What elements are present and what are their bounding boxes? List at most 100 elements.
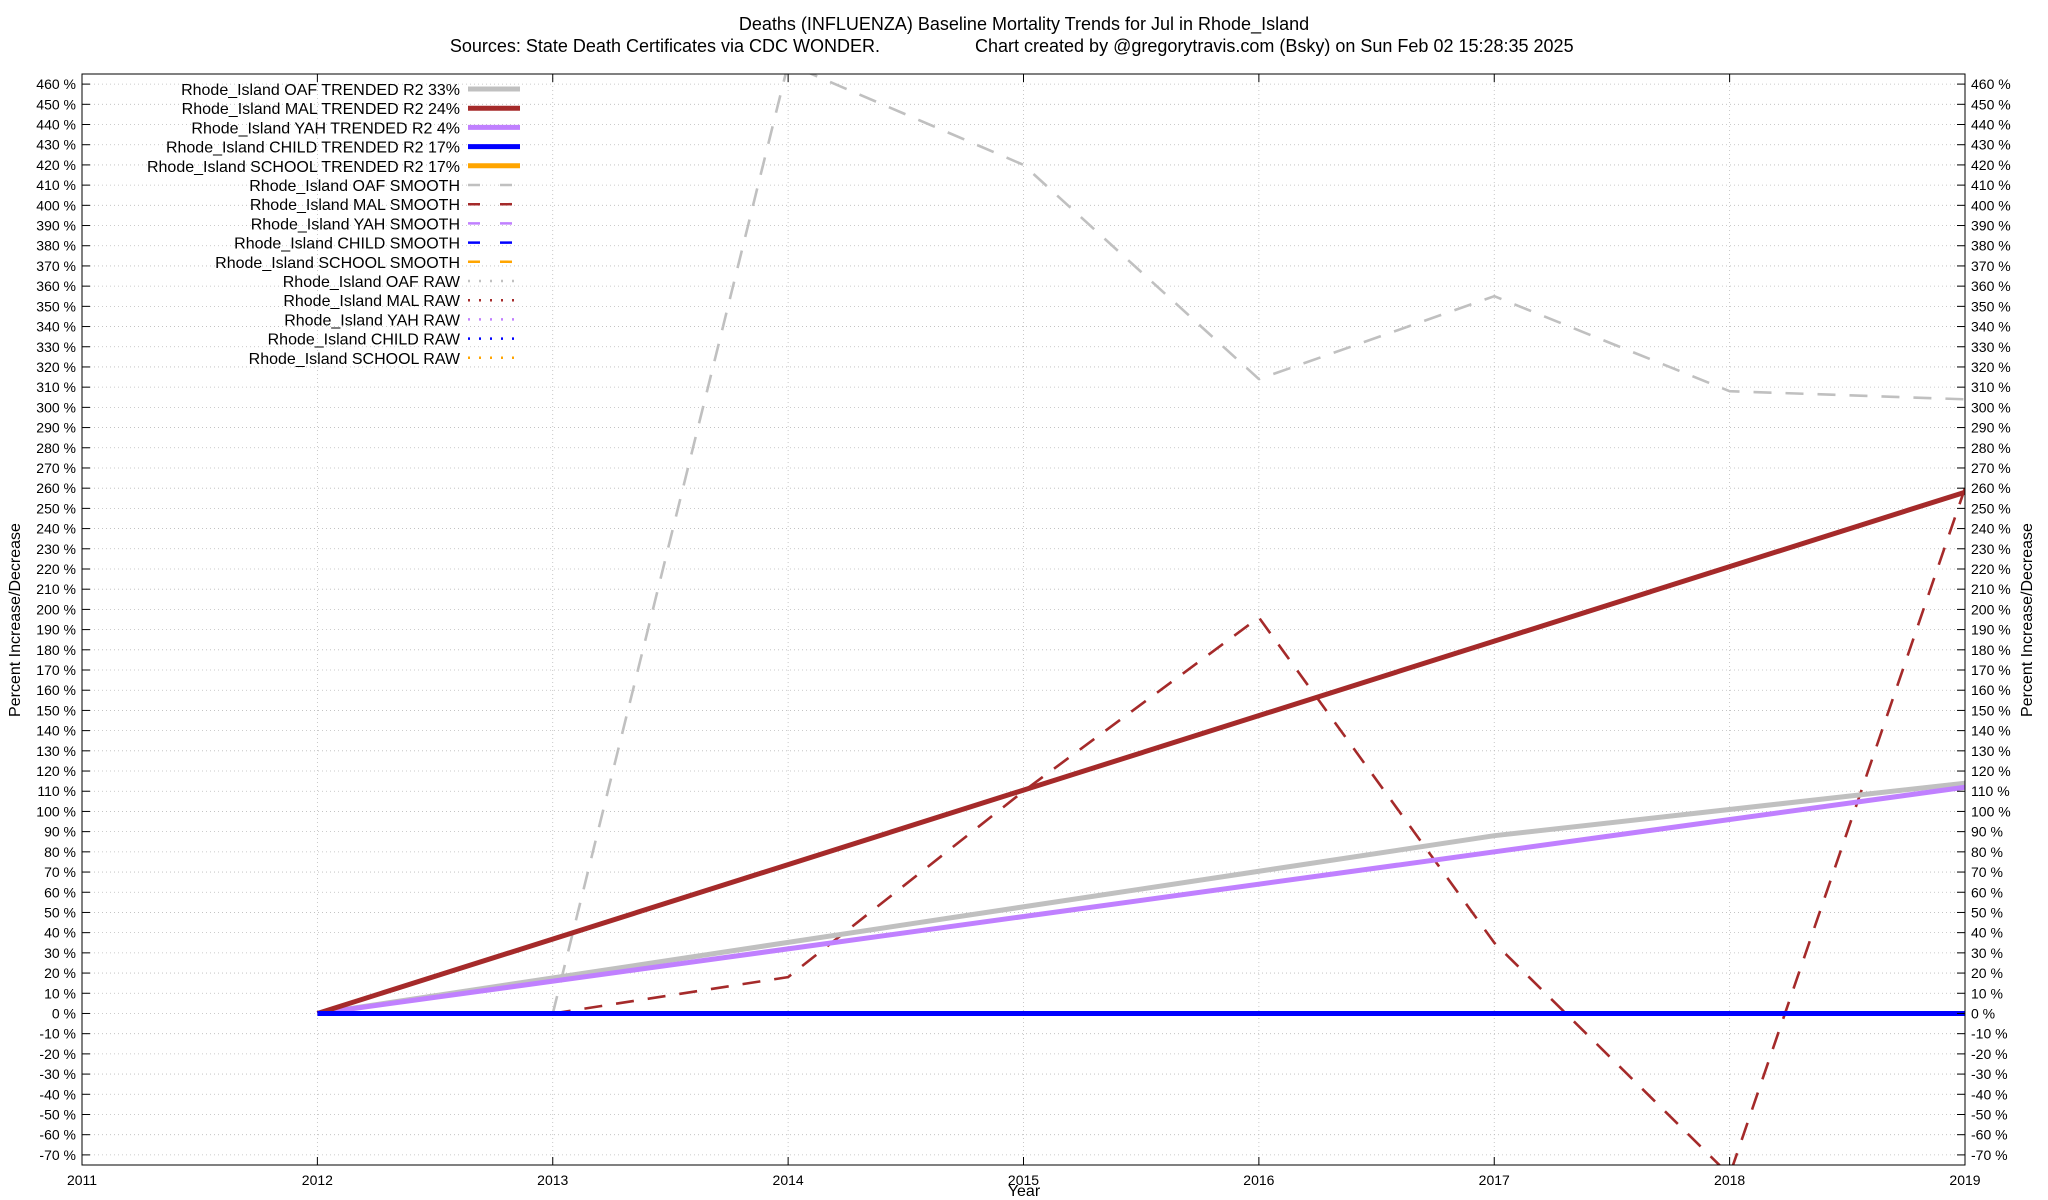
legend: Rhode_Island OAF TRENDED R2 33% Rhode_Isl… bbox=[147, 82, 520, 368]
y-tick-label-right: 110 % bbox=[1971, 783, 2010, 799]
legend-label: Rhode_Island YAH RAW bbox=[284, 312, 461, 329]
y-tick-label-left: 340 % bbox=[36, 319, 76, 335]
y-tick-label-left: 380 % bbox=[36, 238, 76, 254]
series-line bbox=[552, 487, 1965, 1165]
y-tick-label-left: -70 % bbox=[39, 1147, 76, 1163]
y-tick-label-left: 110 % bbox=[37, 783, 76, 799]
y-tick-label-right: 360 % bbox=[1971, 278, 2011, 294]
y-tick-label-left: 400 % bbox=[36, 197, 76, 213]
y-tick-label-right: -50 % bbox=[1971, 1106, 2008, 1122]
y-tick-label-right: 210 % bbox=[1971, 581, 2011, 597]
legend-label: Rhode_Island SCHOOL TRENDED R2 17% bbox=[147, 159, 460, 176]
legend-label: Rhode_Island CHILD TRENDED R2 17% bbox=[166, 140, 460, 157]
y-tick-label-right: 30 % bbox=[1971, 945, 2003, 961]
y-tick-label-right: 270 % bbox=[1971, 460, 2011, 476]
y-tick-label-right: 220 % bbox=[1971, 561, 2011, 577]
y-tick-label-right: 100 % bbox=[1971, 803, 2011, 819]
y-tick-label-right: 140 % bbox=[1971, 723, 2011, 739]
y-tick-label-left: -50 % bbox=[39, 1106, 76, 1122]
x-tick-label: 2016 bbox=[1243, 1172, 1274, 1188]
y-tick-label-left: 290 % bbox=[36, 420, 76, 436]
y-tick-label-right: 450 % bbox=[1971, 96, 2011, 112]
y-tick-label-left: 390 % bbox=[36, 218, 76, 234]
y-ticks-left: -70 % -60 % -50 % -40 % -30 % -20 % -10 % 0 % 10… bbox=[36, 76, 90, 1163]
y-tick-label-right: 20 % bbox=[1971, 965, 2003, 981]
y-tick-label-left: 450 % bbox=[36, 96, 76, 112]
y-tick-label-left: 130 % bbox=[36, 743, 76, 759]
series-line bbox=[316, 489, 1965, 1016]
legend-label: Rhode_Island SCHOOL RAW bbox=[249, 351, 461, 368]
y-tick-label-right: 60 % bbox=[1971, 884, 2003, 900]
y-tick-label-right: 310 % bbox=[1971, 379, 2011, 395]
y-tick-label-right: 190 % bbox=[1971, 622, 2011, 638]
y-tick-label-right: 460 % bbox=[1971, 76, 2011, 92]
y-tick-label-right: 250 % bbox=[1971, 500, 2011, 516]
y-tick-label-left: -30 % bbox=[39, 1066, 76, 1082]
y-tick-label-right: 390 % bbox=[1971, 218, 2011, 234]
y-axis-label-left: Percent Increase/Decrease bbox=[7, 523, 24, 717]
y-tick-label-right: -30 % bbox=[1971, 1066, 2008, 1082]
legend-label: Rhode_Island OAF SMOOTH bbox=[249, 178, 460, 195]
series-lines bbox=[316, 74, 1965, 1165]
y-tick-label-left: 120 % bbox=[36, 763, 76, 779]
y-tick-label-left: 20 % bbox=[44, 965, 76, 981]
y-tick-label-left: 260 % bbox=[36, 480, 76, 496]
y-tick-label-right: 200 % bbox=[1971, 601, 2011, 617]
y-tick-label-right: 180 % bbox=[1971, 642, 2011, 658]
y-axis-label-right: Percent Increase/Decrease bbox=[2019, 523, 2036, 717]
x-ticks: 2011 2012 2013 2014 2015 2016 2017 2018 2019 bbox=[67, 74, 1981, 1188]
y-tick-label-right: -70 % bbox=[1971, 1147, 2008, 1163]
y-tick-label-left: 30 % bbox=[44, 945, 76, 961]
y-tick-label-left: 100 % bbox=[36, 803, 76, 819]
chart-subtitle-left: Sources: State Death Certificates via CD… bbox=[450, 36, 880, 56]
y-tick-label-right: -20 % bbox=[1971, 1046, 2008, 1062]
y-tick-label-left: 80 % bbox=[44, 844, 76, 860]
y-tick-label-right: 420 % bbox=[1971, 157, 2011, 173]
series-line bbox=[551, 74, 1965, 1014]
y-tick-label-left: -10 % bbox=[39, 1026, 76, 1042]
y-tick-label-right: 120 % bbox=[1971, 763, 2011, 779]
y-tick-label-left: 70 % bbox=[44, 864, 76, 880]
y-tick-label-right: -60 % bbox=[1971, 1127, 2008, 1143]
y-tick-label-right: 10 % bbox=[1971, 985, 2003, 1001]
y-tick-label-left: 250 % bbox=[36, 500, 76, 516]
y-tick-label-right: 400 % bbox=[1971, 197, 2011, 213]
x-tick-label: 2011 bbox=[67, 1172, 97, 1188]
x-tick-label: 2013 bbox=[537, 1172, 568, 1188]
y-tick-label-left: 350 % bbox=[36, 298, 76, 314]
x-axis-label: Year bbox=[1008, 1183, 1041, 1200]
y-tick-label-left: 280 % bbox=[36, 440, 76, 456]
y-tick-label-right: 130 % bbox=[1971, 743, 2011, 759]
y-tick-label-left: 60 % bbox=[44, 884, 76, 900]
y-tick-label-right: 410 % bbox=[1971, 177, 2011, 193]
legend-label: Rhode_Island YAH TRENDED R2 4% bbox=[191, 120, 460, 137]
y-tick-label-left: 420 % bbox=[36, 157, 76, 173]
y-tick-label-right: 280 % bbox=[1971, 440, 2011, 456]
y-tick-label-right: 350 % bbox=[1971, 298, 2011, 314]
y-tick-label-left: 240 % bbox=[36, 521, 76, 537]
x-tick-label: 2012 bbox=[302, 1172, 333, 1188]
y-tick-label-right: 340 % bbox=[1971, 319, 2011, 335]
y-tick-label-left: -20 % bbox=[39, 1046, 76, 1062]
series-line bbox=[317, 784, 1965, 1016]
y-tick-label-right: 170 % bbox=[1971, 662, 2011, 678]
y-tick-label-right: 380 % bbox=[1971, 238, 2011, 254]
y-tick-label-left: -40 % bbox=[39, 1086, 76, 1102]
y-tick-label-left: 0 % bbox=[52, 1005, 76, 1021]
legend-label: Rhode_Island MAL RAW bbox=[283, 293, 461, 310]
x-tick-label: 2019 bbox=[1949, 1172, 1980, 1188]
y-tick-label-left: 10 % bbox=[44, 985, 76, 1001]
legend-label: Rhode_Island CHILD SMOOTH bbox=[234, 236, 460, 253]
y-tick-label-left: 160 % bbox=[36, 682, 76, 698]
y-tick-label-right: 40 % bbox=[1971, 925, 2003, 941]
y-tick-label-right: 370 % bbox=[1971, 258, 2011, 274]
y-tick-label-left: 140 % bbox=[36, 723, 76, 739]
x-tick-label: 2018 bbox=[1714, 1172, 1745, 1188]
y-ticks-right: -70 % -60 % -50 % -40 % -30 % -20 % -10 % 0 % 10… bbox=[1957, 76, 2011, 1163]
y-tick-label-left: 320 % bbox=[36, 359, 76, 375]
series-line bbox=[317, 780, 1965, 1016]
y-tick-label-left: 330 % bbox=[36, 339, 76, 355]
y-tick-label-right: 0 % bbox=[1971, 1005, 1995, 1021]
y-tick-label-left: 430 % bbox=[36, 137, 76, 153]
y-tick-label-left: 460 % bbox=[36, 76, 76, 92]
